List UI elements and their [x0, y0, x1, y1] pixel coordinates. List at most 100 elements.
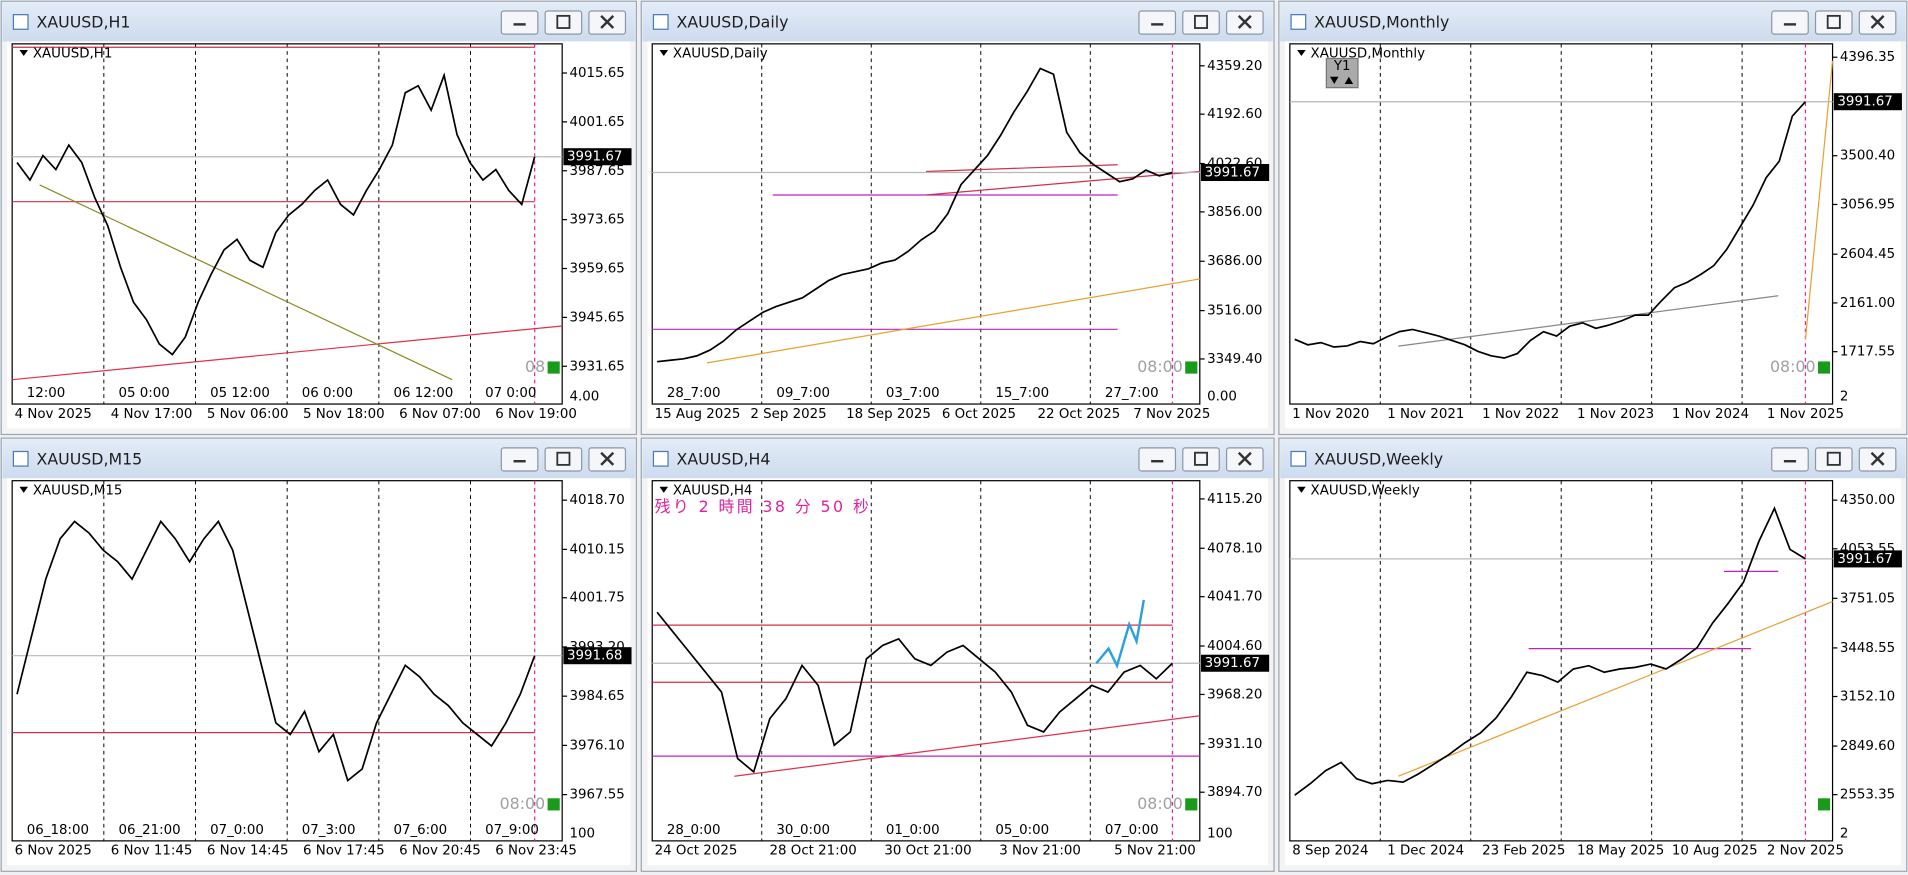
trend-line [39, 184, 453, 381]
price-tag-label: 3991.67 [567, 150, 622, 165]
price-series [656, 611, 1174, 774]
chart-menu-arrow[interactable] [1297, 49, 1306, 57]
chart-menu-arrow[interactable] [19, 49, 28, 57]
y-tick-label: 3984.65 [569, 689, 624, 704]
maximize-button[interactable] [1182, 447, 1220, 472]
y-tick-label: 4350.00 [1840, 493, 1895, 508]
plot-area [651, 43, 1201, 405]
price-tag [1833, 550, 1902, 568]
y-tick-label: 4041.70 [1207, 590, 1262, 605]
time-label: 5 Nov 21:00 [1114, 844, 1196, 859]
axis-corner: 100 [569, 827, 595, 842]
y-tick-label: 3931.65 [569, 359, 624, 374]
session-timer: 08:00 [1137, 794, 1183, 813]
minimize-button[interactable] [500, 447, 539, 472]
close-glyph [1237, 451, 1252, 466]
price-series [656, 67, 1173, 363]
session-timer: 08:00 [500, 794, 546, 813]
time-label: 6 Nov 23:45 [495, 844, 577, 859]
chart-menu-arrow[interactable] [19, 486, 28, 493]
chart-label: XAUUSD,H1 [33, 47, 113, 62]
inner-time-label: 07_6:00 [393, 823, 447, 838]
y-tick-label: 3987.65 [569, 164, 624, 179]
price-series [1294, 506, 1806, 796]
inner-time-label: 07_0:00 [1105, 823, 1159, 838]
price-tag [563, 148, 632, 166]
time-label: 1 Nov 2025 [1767, 407, 1844, 422]
axis-corner: 0.00 [1207, 390, 1237, 405]
minimize-button[interactable] [1771, 10, 1809, 35]
time-label: 1 Nov 2020 [1292, 407, 1369, 422]
maximize-button[interactable] [1814, 10, 1853, 35]
time-label: 6 Nov 17:45 [303, 844, 385, 859]
minimize-button[interactable] [1138, 10, 1177, 35]
time-label: 10 Aug 2025 [1672, 844, 1758, 859]
price-series [1294, 101, 1807, 359]
plot-area [651, 480, 1201, 842]
inner-time-label: 28_0:00 [667, 823, 721, 838]
y-tick-label: 3967.55 [569, 788, 624, 803]
inner-time-label: 09_7:00 [776, 386, 830, 401]
maximize-button[interactable] [1814, 447, 1853, 472]
inner-time-label: 03_7:00 [886, 386, 940, 401]
session-timer: 08:00 [1137, 357, 1183, 376]
time-label: 15 Aug 2025 [655, 407, 741, 422]
time-label: 6 Nov 20:45 [399, 844, 481, 859]
inner-time-label: 27_7:00 [1105, 386, 1159, 401]
maximize-button[interactable] [1182, 10, 1220, 35]
y-tick-label: 3751.05 [1840, 591, 1895, 606]
time-label: 23 Feb 2025 [1482, 844, 1565, 859]
trend-line [12, 325, 563, 381]
chart-menu-arrow[interactable] [659, 486, 669, 493]
time-label: 1 Dec 2024 [1387, 844, 1464, 859]
axis-corner: 100 [1207, 827, 1233, 842]
y-tick-label: 2161.00 [1840, 296, 1895, 311]
maximize-button[interactable] [544, 10, 583, 35]
chart-label: XAUUSD,H4 [673, 483, 753, 498]
minimize-button[interactable] [1771, 447, 1809, 472]
window-icon [1290, 14, 1307, 30]
maximize-button[interactable] [544, 447, 583, 472]
period-arrows[interactable] [1330, 76, 1354, 85]
axis-corner: 2 [1840, 827, 1849, 842]
inner-time-label: 06_21:00 [118, 823, 180, 838]
axis-corner: 2 [1840, 390, 1849, 405]
status-indicator [1185, 361, 1198, 374]
price-tag [1201, 163, 1270, 182]
y-tick-label: 3516.00 [1207, 304, 1262, 319]
window-title: XAUUSD,H1 [37, 13, 131, 32]
inner-time-label: 05 0:00 [118, 386, 169, 401]
inner-time-label: 07_3:00 [302, 823, 356, 838]
price-series [16, 519, 536, 782]
status-indicator [547, 798, 560, 811]
window-icon [1290, 450, 1307, 467]
period-button[interactable] [1325, 57, 1359, 89]
window-title: XAUUSD,Monthly [1314, 13, 1449, 32]
y-tick-label: 4010.15 [569, 542, 624, 557]
maximize-glyph [556, 451, 571, 466]
close-glyph [1870, 451, 1885, 466]
chart-label: XAUUSD,Monthly [1311, 47, 1426, 62]
y-tick-label: 4018.70 [569, 493, 624, 508]
chart-label: XAUUSD,M15 [33, 483, 123, 498]
inner-time-label: 12:00 [27, 386, 66, 401]
y-tick-label: 4115.20 [1207, 492, 1262, 507]
session-timer: 08 [525, 357, 545, 376]
time-label: 6 Oct 2025 [942, 407, 1016, 422]
chart-menu-arrow[interactable] [1297, 486, 1306, 493]
minimize-button[interactable] [1138, 447, 1177, 472]
y-tick-label: 3500.40 [1840, 149, 1895, 164]
price-tag [563, 647, 632, 665]
countdown: 残り 2 時間 38 分 50 秒 [655, 497, 872, 516]
time-label: 8 Sep 2024 [1292, 844, 1368, 859]
time-label: 6 Nov 2025 [15, 844, 92, 859]
minimize-button[interactable] [500, 10, 539, 35]
time-label: 1 Nov 2023 [1577, 407, 1654, 422]
time-label: 5 Nov 18:00 [303, 407, 385, 422]
time-label: 5 Nov 06:00 [207, 407, 289, 422]
y-tick-label: 4001.65 [569, 115, 624, 130]
trend-line [925, 170, 1200, 196]
price-tag [1833, 93, 1902, 111]
chart-menu-arrow[interactable] [659, 49, 669, 57]
status-indicator [1817, 361, 1831, 374]
